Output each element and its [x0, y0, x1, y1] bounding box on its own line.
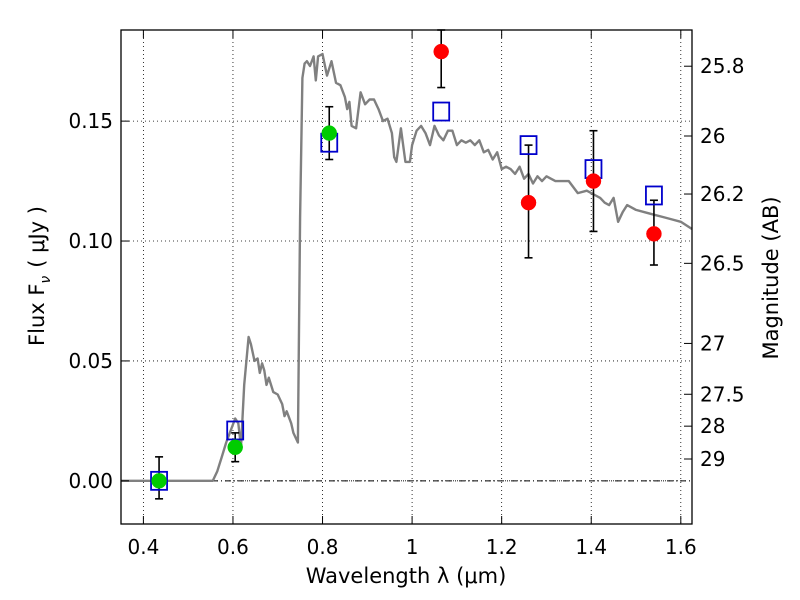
right-tick-label: 26.5 — [700, 251, 745, 275]
model-photometry-square — [226, 420, 245, 441]
x-tick-label: 0.4 — [127, 535, 159, 559]
model-photometry-square — [645, 185, 663, 206]
right-tick-label: 26.2 — [700, 182, 745, 206]
model-spectrum-line — [121, 52, 693, 482]
y-tick-label: 0.10 — [68, 229, 113, 253]
detection-point-green — [321, 125, 337, 141]
right-tick-label: 27.5 — [700, 382, 745, 406]
axes: 0.4 0.6 0.8 1 1.2 1.4 1.6 0.00 0.05 0.10 0.15 25.8 2… — [68, 30, 745, 559]
x-tick-label: 1.2 — [486, 535, 518, 559]
detection-point-red — [646, 226, 662, 242]
x-tick-label: 1 — [406, 535, 419, 559]
x-tick-label: 0.6 — [217, 535, 249, 559]
y-axis-label-unit: ( μJy ) — [25, 206, 49, 268]
x-tick-label: 1.4 — [575, 535, 607, 559]
y-tick-label: 0.05 — [68, 349, 113, 373]
right-axis-label: Magnitude (AB) — [759, 196, 783, 359]
detection-point-red — [520, 194, 537, 211]
x-tick-label: 0.8 — [307, 535, 339, 559]
right-tick-label: 25.8 — [700, 54, 745, 78]
detection-point-red — [585, 173, 602, 189]
y-tick-label: 0.15 — [68, 109, 113, 133]
right-tick-label: 26 — [700, 124, 725, 148]
right-tick-label: 27 — [700, 331, 725, 355]
model-photometry-square — [150, 470, 168, 491]
right-tick-label: 29 — [700, 447, 725, 471]
y-axis-label-subscript: ν — [38, 276, 54, 284]
plot-frame — [120, 29, 693, 525]
detection-point-red — [433, 43, 449, 60]
y-tick-label: 0.00 — [68, 469, 113, 493]
y-axis-label-text: Flux F — [25, 284, 49, 346]
grid — [121, 30, 692, 524]
x-tick-label: 1.6 — [665, 535, 697, 559]
model-photometry-square — [519, 135, 538, 156]
detection-point-green — [151, 473, 167, 489]
detection-point-green — [227, 439, 243, 456]
x-axis-label: Wavelength λ (μm) — [306, 564, 507, 588]
right-tick-label: 28 — [700, 414, 725, 438]
series-layer — [121, 29, 693, 500]
model-photometry-square — [432, 101, 451, 122]
y-axis-label: Flux Fν ( μJy ) — [25, 206, 54, 346]
